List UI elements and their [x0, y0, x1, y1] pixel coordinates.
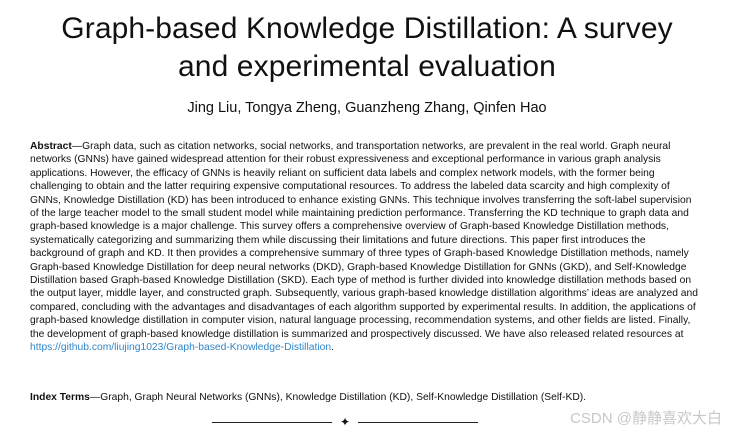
abstract-label: Abstract: [30, 141, 72, 152]
index-terms-text: —Graph, Graph Neural Networks (GNNs), Kn…: [89, 392, 587, 403]
paper-title: Graph-based Knowledge Distillation: A su…: [10, 10, 724, 86]
index-terms-label: Index Terms: [30, 392, 90, 403]
resources-link[interactable]: https://github.com/liujing1023/Graph-bas…: [30, 342, 332, 354]
paper-authors: Jing Liu, Tongya Zheng, Guanzheng Zhang,…: [187, 100, 547, 116]
divider-right-rule: [358, 422, 478, 423]
abstract-text: —Graph data, such as citation networks, …: [30, 141, 698, 340]
paper-title-line-1: Graph-based Knowledge Distillation: A su…: [61, 12, 673, 45]
divider-left-rule: [212, 422, 332, 423]
divider-diamond-icon: ✦: [339, 415, 351, 429]
abstract-end: .: [331, 342, 334, 354]
paper-title-line-2: and experimental evaluation: [178, 50, 556, 83]
index-terms: Index Terms—Graph, Graph Neural Networks…: [30, 391, 702, 404]
abstract: Abstract—Graph data, such as citation ne…: [30, 140, 702, 355]
csdn-watermark: CSDN @静静喜欢大白: [570, 410, 722, 427]
